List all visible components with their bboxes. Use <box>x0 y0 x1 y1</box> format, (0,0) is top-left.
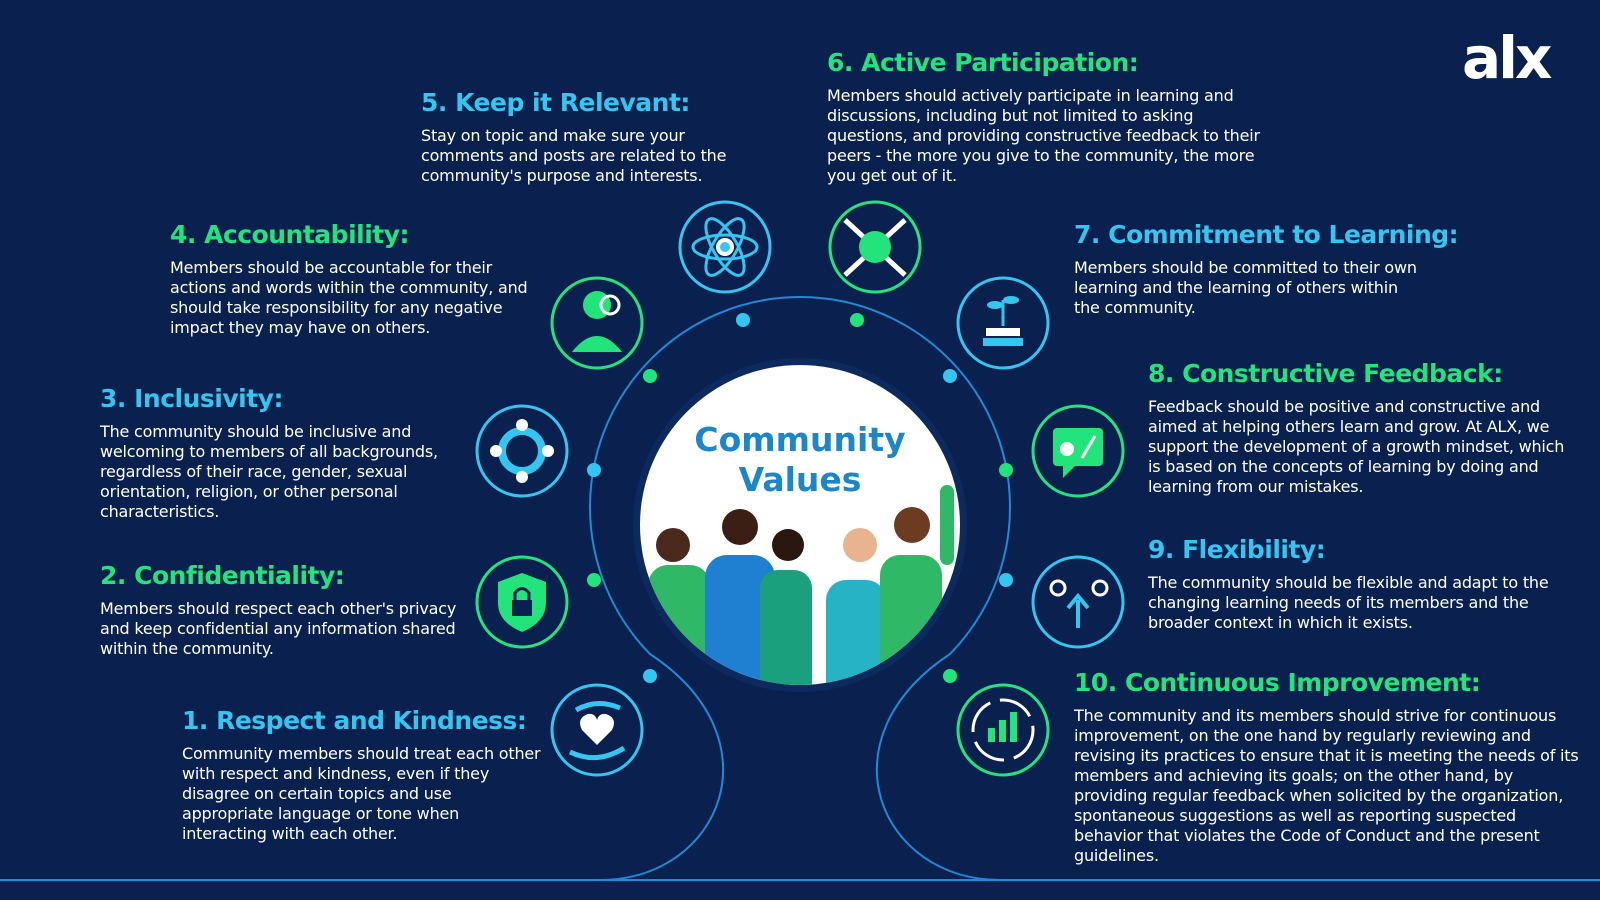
value-heading: 6. Active Participation: <box>827 48 1139 77</box>
value-heading: 4. Accountability: <box>170 220 410 249</box>
value-card-feedback: 8. Constructive Feedback: Feedback shoul… <box>1148 359 1578 497</box>
center-title-line2: Values <box>738 460 862 499</box>
value-card-accountability: 4. Accountability: Members should be acc… <box>170 220 530 338</box>
value-body: Members should respect each other's priv… <box>100 599 457 658</box>
value-card-relevant: 5. Keep it Relevant: Stay on topic and m… <box>421 88 761 186</box>
value-body: Members should be committed to their own… <box>1074 258 1417 317</box>
gears-arrows-icon <box>1031 555 1125 649</box>
ring-dot <box>999 573 1013 587</box>
handshake-icon <box>828 200 922 294</box>
value-heading: 3. Inclusivity: <box>100 384 283 413</box>
svg-text:alx: alx <box>1462 26 1552 90</box>
value-heading: 2. Confidentiality: <box>100 561 345 590</box>
atom-target-icon <box>678 200 772 294</box>
value-heading: 8. Constructive Feedback: <box>1148 359 1503 388</box>
ring-dot <box>943 669 957 683</box>
center-title-line1: Community <box>694 420 906 459</box>
value-card-learning: 7. Commitment to Learning: Members shoul… <box>1074 220 1459 318</box>
ring-dot <box>587 573 601 587</box>
heart-hands-icon <box>550 683 644 777</box>
value-body: Feedback should be positive and construc… <box>1148 397 1565 496</box>
value-body: Stay on topic and make sure your comment… <box>421 126 727 185</box>
value-heading: 7. Commitment to Learning: <box>1074 220 1459 249</box>
value-body: Members should be accountable for their … <box>170 258 528 337</box>
shield-lock-icon <box>475 555 569 649</box>
people-circle-icon <box>475 404 569 498</box>
value-card-confidentiality: 2. Confidentiality: Members should respe… <box>100 561 465 659</box>
stem-left <box>599 653 725 881</box>
ring-dot <box>643 669 657 683</box>
value-heading: 10. Continuous Improvement: <box>1074 668 1481 697</box>
person-magnifier-icon <box>550 276 644 370</box>
value-card-respect: 1. Respect and Kindness: Community membe… <box>182 706 542 844</box>
center-title: Community Values <box>660 420 940 500</box>
alx-logo: alx <box>1462 24 1572 92</box>
ring-dot <box>850 313 864 327</box>
value-body: The community and its members should str… <box>1074 706 1579 865</box>
stem-right <box>875 653 1001 881</box>
value-heading: 1. Respect and Kindness: <box>182 706 527 735</box>
ring-dot <box>587 463 601 477</box>
value-card-participation: 6. Active Participation: Members should … <box>827 48 1267 186</box>
ring-dot <box>643 369 657 383</box>
alx-logo-icon: alx <box>1462 24 1555 92</box>
ring-dot <box>999 463 1013 477</box>
feedback-chat-icon <box>1031 404 1125 498</box>
value-heading: 5. Keep it Relevant: <box>421 88 690 117</box>
value-body: Community members should treat each othe… <box>182 744 541 843</box>
outer-ring <box>589 296 1011 655</box>
value-heading: 9. Flexibility: <box>1148 535 1326 564</box>
ring-dot <box>736 313 750 327</box>
chart-cycle-icon <box>956 683 1050 777</box>
value-body: The community should be inclusive and we… <box>100 422 438 521</box>
value-card-inclusivity: 3. Inclusivity: The community should be … <box>100 384 445 522</box>
ring-dot <box>943 369 957 383</box>
plant-books-icon <box>956 276 1050 370</box>
value-body: The community should be flexible and ada… <box>1148 573 1549 632</box>
value-card-flexibility: 9. Flexibility: The community should be … <box>1148 535 1558 633</box>
value-body: Members should actively participate in l… <box>827 86 1260 185</box>
value-card-improvement: 10. Continuous Improvement: The communit… <box>1074 668 1579 866</box>
